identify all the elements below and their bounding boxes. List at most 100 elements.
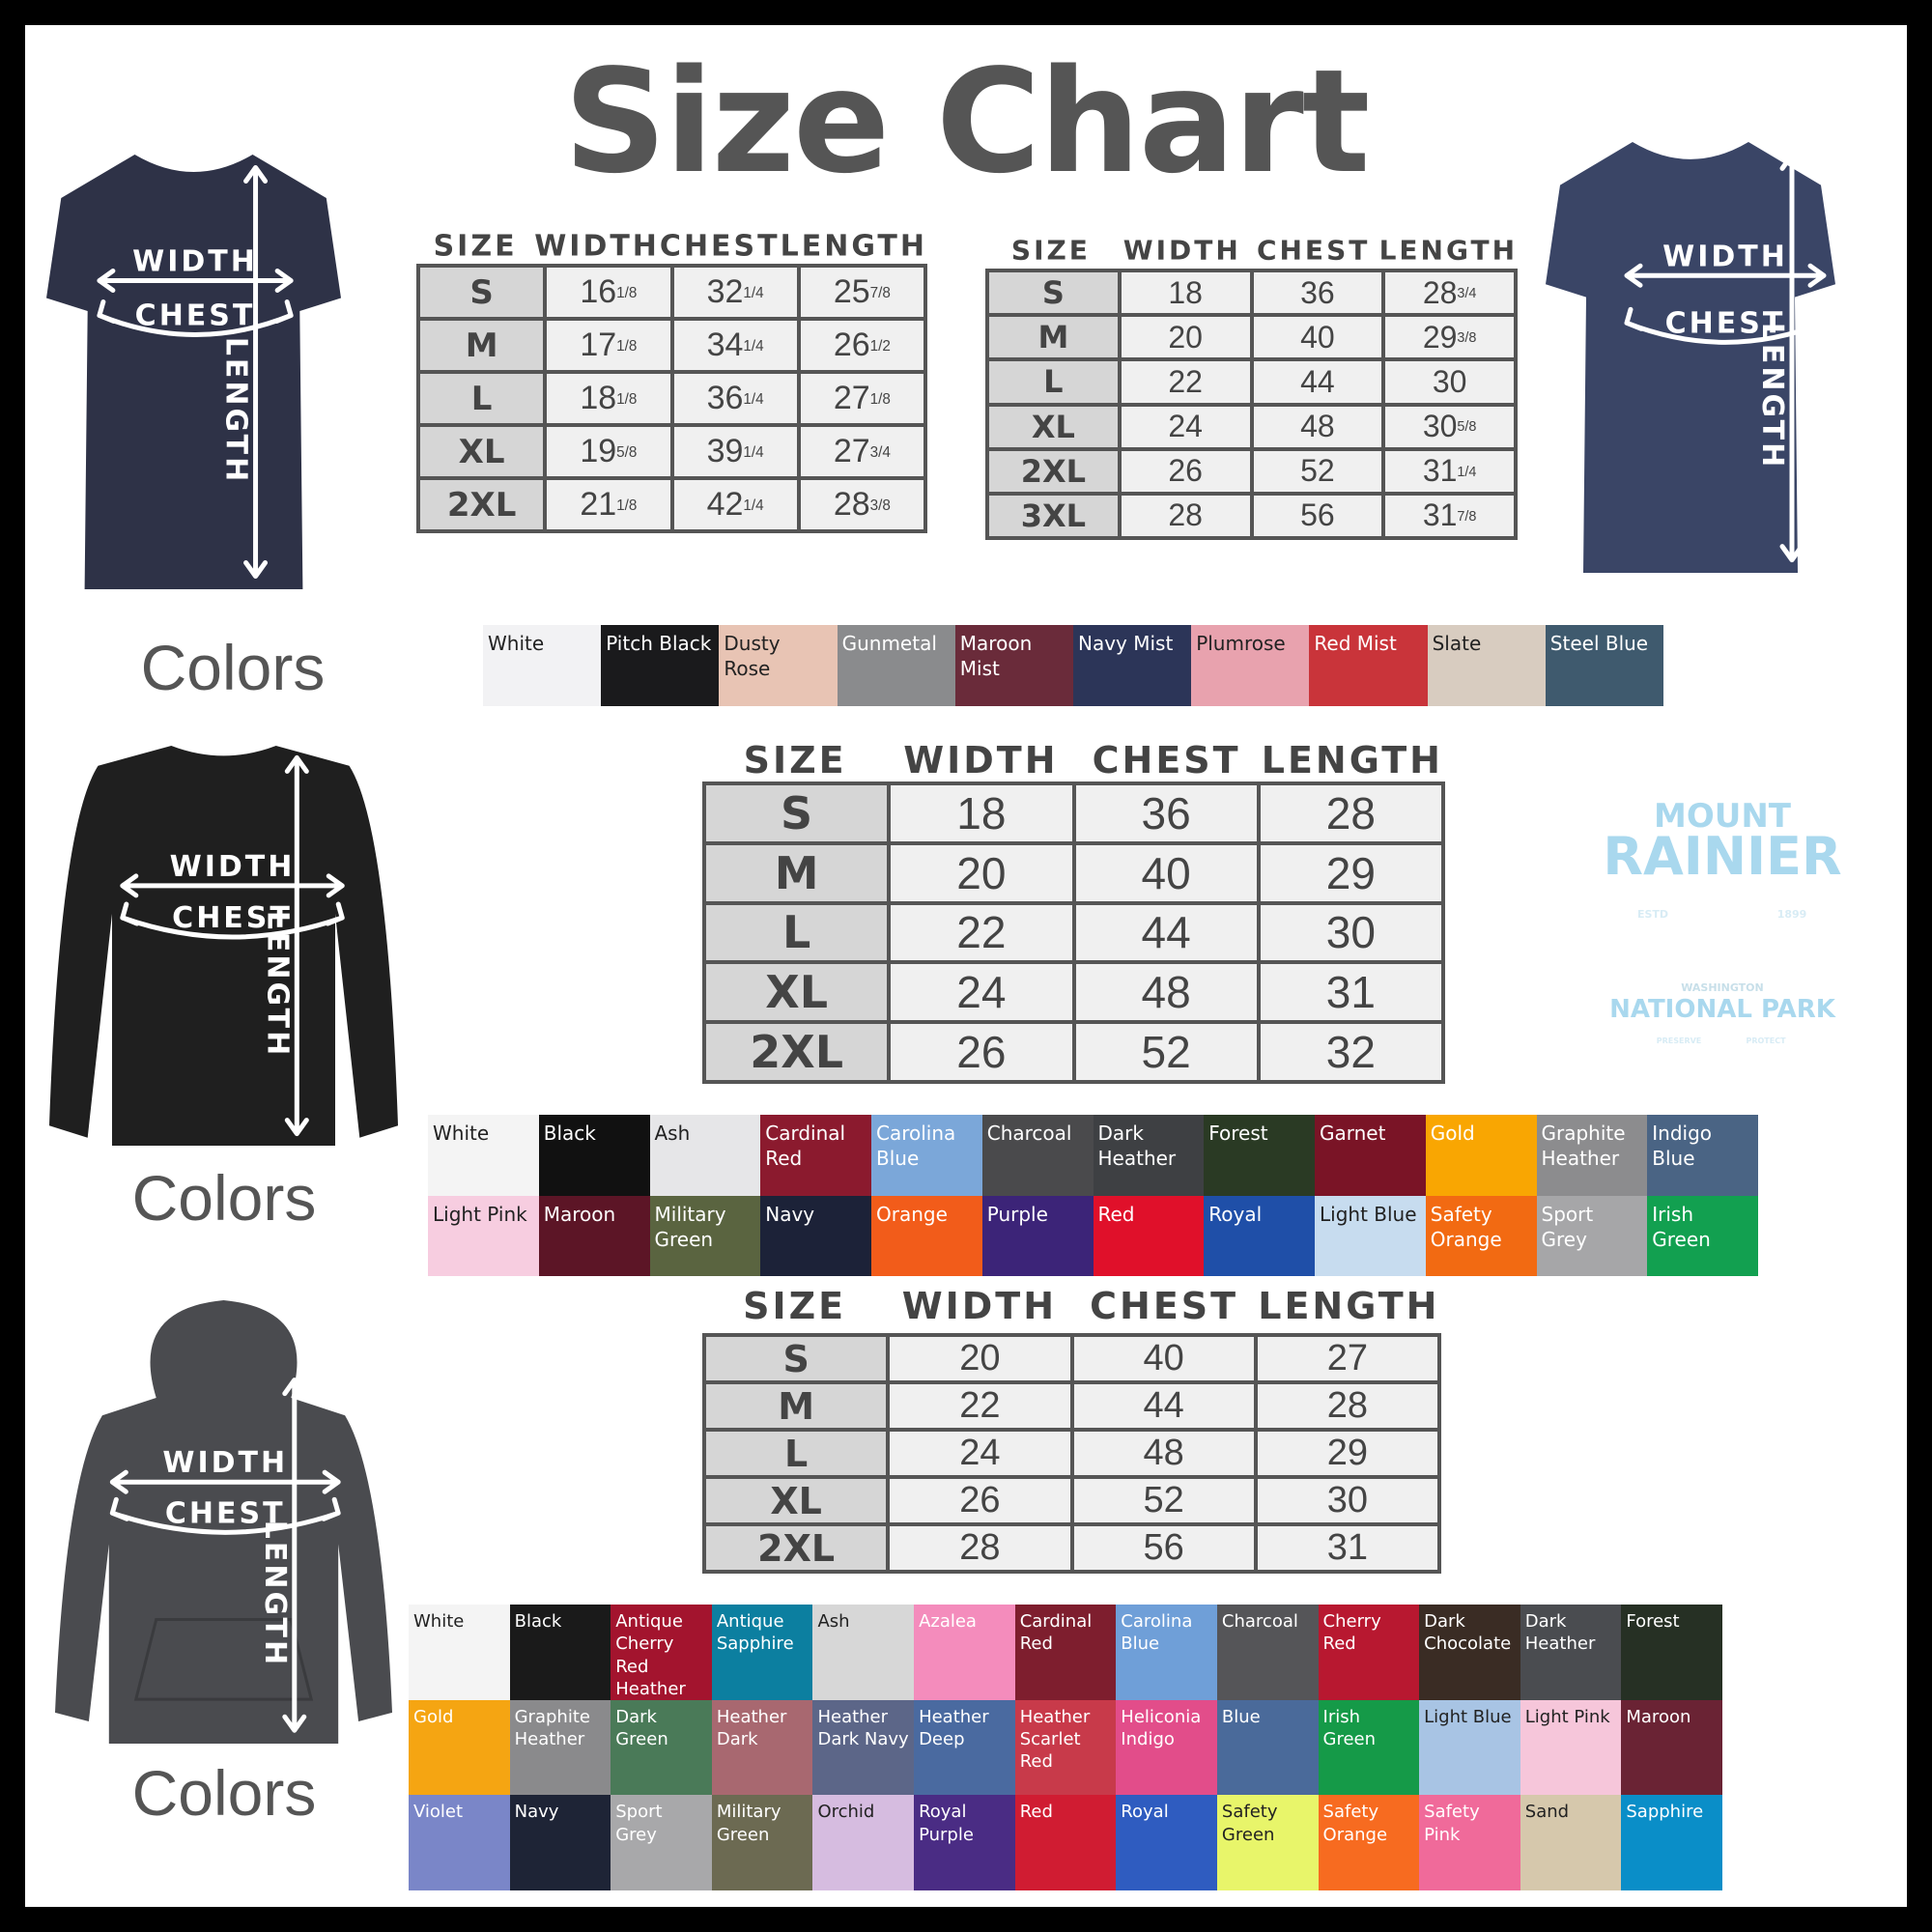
table-cell: 31 xyxy=(1260,964,1441,1021)
table-cell: 40 xyxy=(1075,844,1257,901)
column-header: SIZE xyxy=(433,229,518,264)
color-swatch: Safety Green xyxy=(1216,1795,1319,1890)
color-swatch: Azalea xyxy=(914,1605,1015,1700)
column-header: WIDTH xyxy=(903,739,1059,781)
cell-whole: 28 xyxy=(1422,274,1458,310)
color-swatch: Irish Green xyxy=(1647,1195,1758,1276)
table-cell: 18 xyxy=(1121,272,1250,314)
length-arrow xyxy=(243,165,269,579)
color-swatch: Sapphire xyxy=(1621,1795,1722,1890)
table-cell: 22 xyxy=(890,1384,1070,1428)
table-cell: 26 1/2 xyxy=(800,321,923,370)
chest-arrow xyxy=(120,901,345,940)
width-label: WIDTH xyxy=(170,850,296,884)
table-cell: 36 xyxy=(1075,785,1257,841)
size-table: S 18 36 28 3/4 M 20 40 29 3/8 L 22 44 30 XL 24 48 30 5/8 2X… xyxy=(985,269,1518,540)
chest-label: CHEST xyxy=(135,299,256,333)
table-cell: 27 xyxy=(1257,1337,1437,1380)
color-swatch: Safety Pink xyxy=(1419,1795,1520,1890)
length-arrow xyxy=(282,1378,307,1733)
size-cell: L xyxy=(706,904,888,961)
color-swatch: Sport Grey xyxy=(1536,1195,1648,1276)
color-swatch: Pitch Black xyxy=(601,625,720,706)
cell-fraction: 1/8 xyxy=(616,390,638,408)
color-swatch: Irish Green xyxy=(1318,1699,1420,1796)
table-cell: 28 xyxy=(1121,495,1250,536)
logo-text: 1899 xyxy=(1777,908,1807,921)
color-swatch: Navy Mist xyxy=(1072,625,1192,706)
color-swatch: Sand xyxy=(1520,1795,1622,1890)
size-table: S 18 36 28 M 20 40 29 L 22 44 30 XL 24 48 31 2XL 26 52 32 xyxy=(702,781,1445,1084)
cell-whole: 36 xyxy=(706,380,744,416)
chest-label: CHEST xyxy=(1665,306,1786,340)
width-arrow xyxy=(109,1469,341,1494)
size-cell: S xyxy=(420,268,544,317)
logo-text: PROTECT xyxy=(1746,1037,1786,1045)
cell-fraction: 1/4 xyxy=(743,390,764,408)
table-header: SIZE WIDTH CHEST LENGTH xyxy=(702,1285,1441,1327)
table-cell: 30 xyxy=(1385,361,1514,403)
width-arrow xyxy=(120,873,345,898)
color-swatch: Dark Heather xyxy=(1093,1115,1205,1196)
color-swatch: Plumrose xyxy=(1191,625,1310,706)
color-swatch: Dark Chocolate xyxy=(1419,1605,1520,1700)
table-cell: 25 7/8 xyxy=(800,268,923,317)
column-header: CHEST xyxy=(1256,234,1371,267)
length-label: LENGTH xyxy=(260,911,294,1058)
cell-whole: 21 xyxy=(580,486,617,523)
chest-arrow xyxy=(109,1496,341,1535)
table-cell: 28 3/4 xyxy=(1385,272,1514,314)
cell-whole: 17 xyxy=(580,327,617,363)
size-cell: 2XL xyxy=(706,1024,888,1080)
size-cell: M xyxy=(706,844,888,901)
table-cell: 24 xyxy=(890,1432,1070,1475)
color-swatch: Heather Dark xyxy=(711,1699,813,1796)
table-cell: 36 xyxy=(1253,272,1382,314)
size-cell: XL xyxy=(706,964,888,1021)
table-cell: 21 1/8 xyxy=(547,480,670,529)
table-cell: 42 1/4 xyxy=(673,480,797,529)
color-swatch: Navy xyxy=(509,1795,611,1890)
column-header: SIZE xyxy=(1010,234,1091,267)
cell-whole: 32 xyxy=(706,273,744,310)
color-swatch: Heather Scarlet Red xyxy=(1014,1699,1117,1796)
color-swatch: Safety Orange xyxy=(1318,1795,1420,1890)
table-cell: 44 xyxy=(1075,904,1257,961)
column-header: CHEST xyxy=(1092,739,1241,781)
length-label: LENGTH xyxy=(1755,323,1789,469)
size-cell: XL xyxy=(706,1479,887,1522)
table-cell: 24 xyxy=(1121,406,1250,447)
colors-label: Colors xyxy=(140,632,326,703)
table-cell: 26 xyxy=(890,1479,1070,1522)
cell-fraction: 3/4 xyxy=(869,443,891,461)
width-arrow xyxy=(97,269,294,293)
size-cell: XL xyxy=(989,406,1118,447)
color-swatch: Black xyxy=(509,1605,611,1700)
table-cell: 28 xyxy=(1257,1384,1437,1428)
table-cell: 17 1/8 xyxy=(547,321,670,370)
table-cell: 32 1/4 xyxy=(673,268,797,317)
cell-whole: 28 xyxy=(833,486,870,523)
cell-fraction: 3/8 xyxy=(869,497,891,514)
table-cell: 52 xyxy=(1253,450,1382,492)
color-swatch: Safety Orange xyxy=(1425,1195,1537,1276)
length-label: LENGTH xyxy=(219,337,253,484)
size-cell: M xyxy=(706,1384,887,1428)
garment-body xyxy=(1546,142,1835,573)
table-header: SIZE WIDTH CHEST LENGTH xyxy=(702,739,1445,781)
table-cell: 20 xyxy=(1121,317,1250,358)
color-swatch: Military Green xyxy=(711,1795,813,1890)
color-swatch: Graphite Heather xyxy=(509,1699,611,1796)
color-swatch: Royal Purple xyxy=(914,1795,1015,1890)
color-swatch: Purple xyxy=(981,1195,1094,1276)
table-cell: 31 xyxy=(1257,1526,1437,1570)
table-cell: 28 xyxy=(1260,785,1441,841)
table-cell: 32 xyxy=(1260,1024,1441,1080)
table-cell: 48 xyxy=(1073,1432,1254,1475)
size-cell: L xyxy=(420,374,544,423)
length-arrow xyxy=(284,754,309,1137)
